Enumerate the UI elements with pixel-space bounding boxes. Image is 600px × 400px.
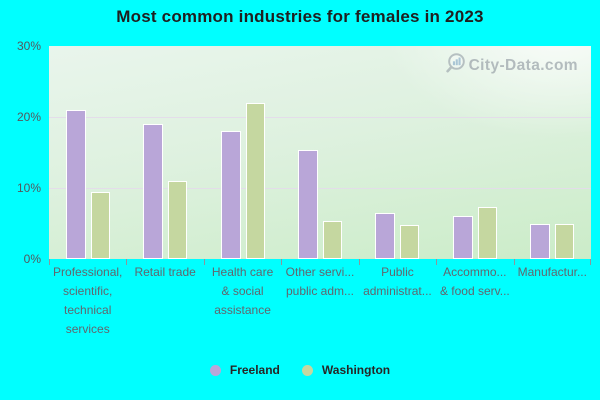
- x-label-0: Professional, scientific, technical service…: [53, 265, 123, 336]
- y-tick-label-30: 30%: [16, 39, 41, 53]
- x-label-5: Accommo... & food serv...: [439, 265, 510, 298]
- legend-item-freeland: Freeland: [209, 363, 280, 377]
- bar-group-0: [49, 46, 126, 259]
- bar-group-1: [126, 46, 203, 259]
- x-tick-6: [513, 259, 515, 265]
- x-tick-7: [590, 259, 591, 265]
- bar-washington-2[interactable]: [245, 102, 265, 259]
- bar-freeland-6[interactable]: [530, 224, 551, 259]
- bar-washington-0[interactable]: [90, 191, 110, 259]
- bar-freeland-4[interactable]: [375, 212, 396, 259]
- x-label-2: Health care & social assistance: [211, 265, 274, 317]
- x-tick-1: [126, 259, 128, 265]
- x-tick-5: [436, 259, 438, 265]
- bar-freeland-3[interactable]: [297, 150, 318, 259]
- bar-group-2: [204, 46, 281, 259]
- x-tick-2: [203, 259, 205, 265]
- legend-item-washington: Washington: [301, 363, 391, 377]
- bar-freeland-2[interactable]: [220, 131, 241, 259]
- x-tick-0: [49, 259, 50, 265]
- legend-label-washington: Washington: [321, 363, 391, 377]
- legend-label-freeland: Freeland: [229, 363, 280, 377]
- y-tick-label-10: 10%: [16, 180, 41, 195]
- bar-freeland-5[interactable]: [452, 215, 473, 259]
- gridline-20: [49, 116, 591, 118]
- bar-washington-4[interactable]: [400, 224, 420, 259]
- x-label-3: Other servi... public adm...: [285, 265, 355, 298]
- gridline-10: [49, 187, 591, 189]
- y-tick-label-0: 0%: [23, 252, 41, 266]
- bar-group-5: [436, 46, 513, 259]
- x-tick-3: [281, 259, 283, 265]
- x-label-6: Manufactur...: [517, 265, 587, 279]
- plot-area: City-Data.com: [49, 46, 591, 259]
- x-tick-4: [358, 259, 360, 265]
- bar-washington-5[interactable]: [477, 207, 497, 259]
- bar-washington-1[interactable]: [168, 180, 188, 259]
- bar-freeland-1[interactable]: [143, 124, 164, 259]
- x-label-4: Public administrat...: [363, 265, 432, 298]
- bar-group-3: [281, 46, 358, 259]
- bar-washington-3[interactable]: [322, 221, 342, 259]
- bar-groups: [49, 46, 591, 259]
- washington-color-dot: [301, 364, 313, 376]
- x-axis-ticks: [49, 259, 591, 266]
- bar-washington-6[interactable]: [555, 224, 575, 259]
- bar-freeland-0[interactable]: [65, 109, 86, 259]
- y-axis: 30% 20% 10% 0%: [0, 39, 44, 266]
- chart-title: Most common industries for females in 20…: [116, 7, 484, 26]
- x-axis-labels: Professional, scientific, technical service…: [49, 263, 591, 343]
- freeland-color-dot: [209, 364, 221, 376]
- bar-group-4: [359, 46, 436, 259]
- y-tick-label-20: 20%: [16, 109, 41, 124]
- bar-group-6: [514, 46, 591, 259]
- legend: Freeland Washington: [0, 363, 600, 377]
- x-label-1: Retail trade: [134, 265, 196, 279]
